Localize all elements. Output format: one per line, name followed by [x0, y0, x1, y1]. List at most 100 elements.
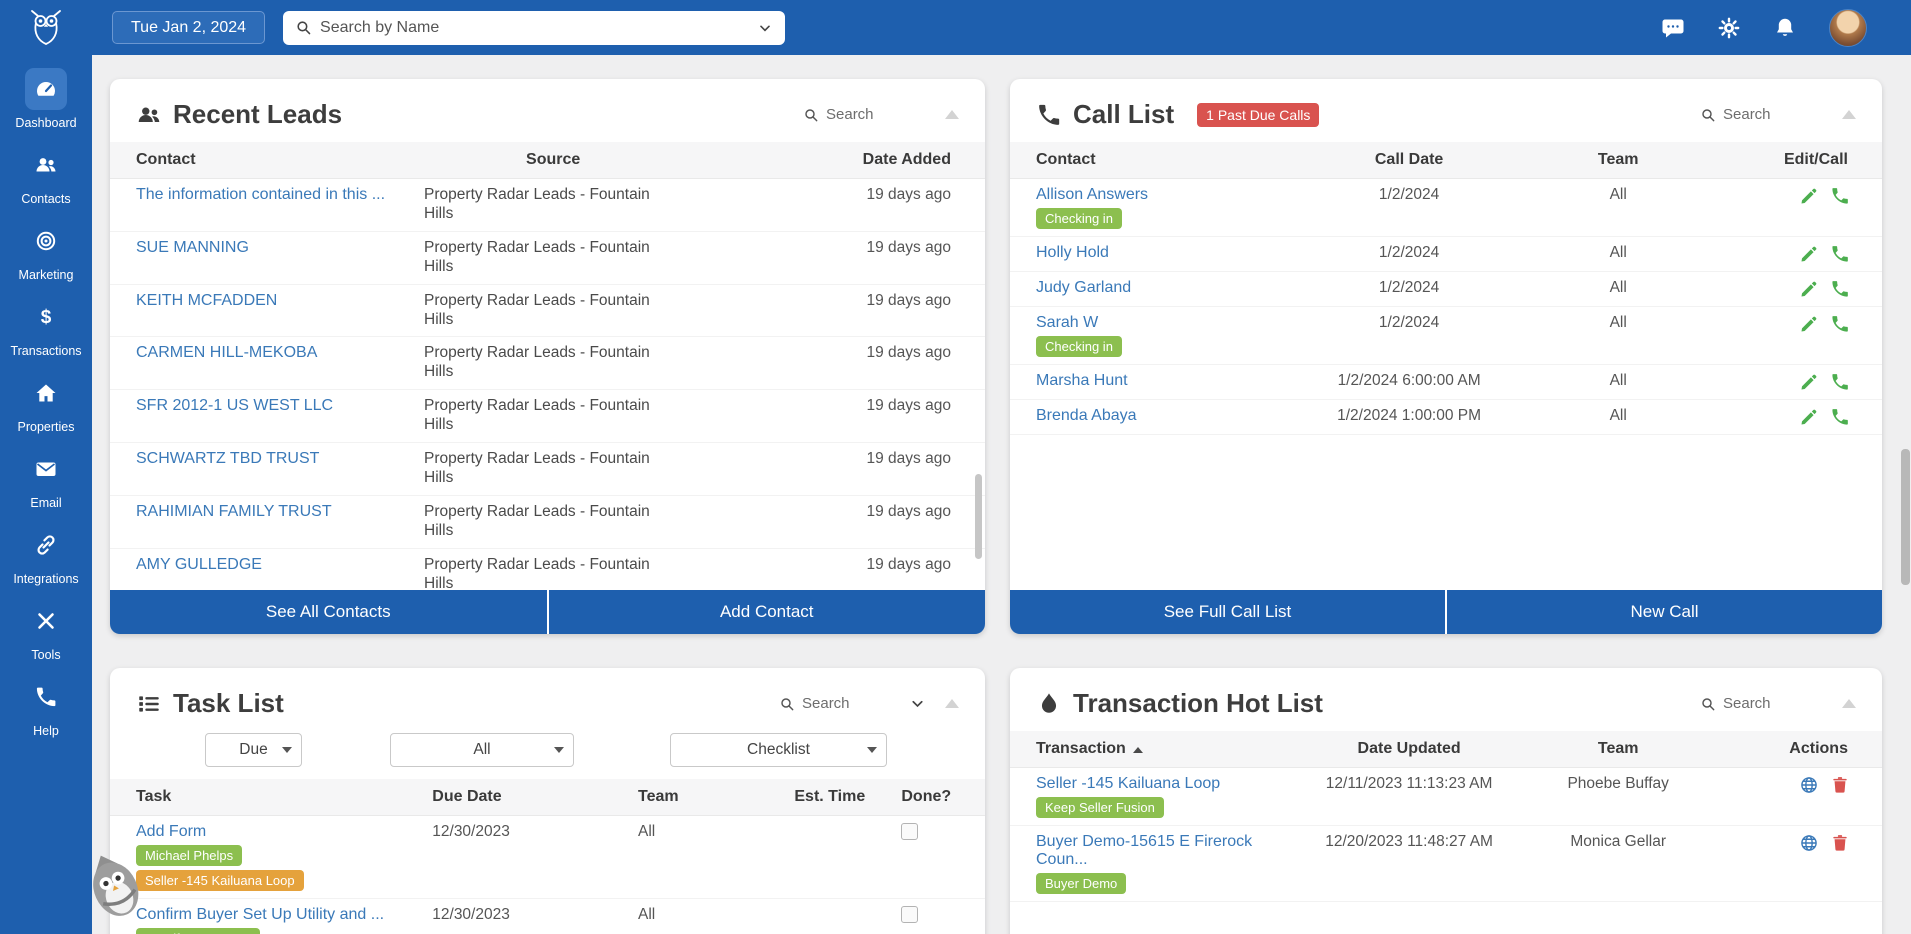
call-icon[interactable]: [1830, 372, 1850, 392]
sidebar-item-tools[interactable]: Tools: [0, 593, 92, 669]
call-list-card: Call List 1 Past Due Calls Contact Call …: [1010, 79, 1882, 634]
sidebar-item-dashboard[interactable]: Dashboard: [0, 61, 92, 137]
recent-leads-search-input[interactable]: [826, 106, 926, 123]
select-value: All: [473, 741, 491, 758]
lead-date-added: 19 days ago: [866, 344, 951, 362]
contact-link[interactable]: Judy Garland: [1036, 279, 1132, 296]
card-scrollbar[interactable]: [975, 474, 982, 559]
user-avatar[interactable]: [1829, 8, 1867, 47]
contact-link[interactable]: Brenda Abaya: [1036, 407, 1137, 424]
col-transaction[interactable]: Transaction: [1036, 740, 1307, 758]
select-value: Due: [239, 741, 268, 758]
trash-icon[interactable]: [1830, 833, 1850, 853]
date-updated: 12/20/2023 11:48:27 AM: [1325, 833, 1493, 850]
contact-link[interactable]: AMY GULLEDGE: [136, 555, 262, 573]
topbar-actions: [1661, 8, 1867, 47]
sidebar-item-transactions[interactable]: Transactions: [0, 289, 92, 365]
see-all-contacts-button[interactable]: See All Contacts: [110, 590, 547, 634]
team: All: [1609, 279, 1627, 296]
call-date: 1/2/2024: [1378, 186, 1440, 203]
call-icon[interactable]: [1830, 407, 1850, 427]
task-list-title: Task List: [136, 688, 284, 719]
scroll-top-icon[interactable]: [945, 699, 959, 708]
task-link[interactable]: Add Form: [136, 823, 207, 840]
search-icon: [295, 19, 312, 36]
trash-icon[interactable]: [1830, 775, 1850, 795]
flame-icon: [1036, 691, 1062, 717]
link-icon: [25, 524, 67, 566]
contact-link[interactable]: SUE MANNING: [136, 238, 249, 256]
due-filter-select[interactable]: Due: [205, 733, 302, 767]
contact-link[interactable]: RAHIMIAN FAMILY TRUST: [136, 502, 332, 520]
contact-link[interactable]: Sarah W: [1036, 314, 1099, 331]
scroll-top-icon[interactable]: [1842, 110, 1856, 119]
global-search-input[interactable]: [320, 18, 750, 37]
call-icon[interactable]: [1830, 279, 1850, 299]
globe-icon[interactable]: [1799, 833, 1819, 853]
settings-button[interactable]: [1717, 16, 1741, 40]
call-icon[interactable]: [1830, 244, 1850, 264]
notifications-button[interactable]: [1773, 16, 1797, 40]
task-done-checkbox[interactable]: [901, 906, 919, 923]
call-list-search-input[interactable]: [1723, 106, 1823, 123]
page-scrollbar[interactable]: [1901, 55, 1910, 934]
add-contact-button[interactable]: Add Contact: [548, 590, 985, 634]
team: All: [1609, 244, 1627, 261]
contact-link[interactable]: Marsha Hunt: [1036, 372, 1128, 389]
task-link[interactable]: Confirm Buyer Set Up Utility and ...: [136, 906, 385, 923]
contact-link[interactable]: The information contained in this ...: [136, 186, 386, 203]
contact-link[interactable]: SCHWARTZ TBD TRUST: [136, 450, 320, 468]
edit-icon[interactable]: [1799, 186, 1819, 206]
contact-link[interactable]: SFR 2012-1 US WEST LLC: [136, 397, 334, 415]
sidebar-item-integrations[interactable]: Integrations: [0, 517, 92, 593]
new-call-button[interactable]: New Call: [1447, 590, 1882, 634]
sidebar-item-label: Email: [30, 496, 62, 510]
task-list-search-input[interactable]: [802, 695, 902, 712]
checklist-filter-select[interactable]: Checklist: [670, 733, 887, 767]
sidebar-item-properties[interactable]: Properties: [0, 365, 92, 441]
edit-icon[interactable]: [1799, 244, 1819, 264]
scroll-top-icon[interactable]: [1842, 699, 1856, 708]
contact-link[interactable]: CARMEN HILL-MEKOBA: [136, 344, 318, 362]
chevron-down-icon[interactable]: [909, 695, 926, 712]
search-icon: [1700, 107, 1716, 123]
edit-icon[interactable]: [1799, 314, 1819, 334]
sidebar-item-contacts[interactable]: Contacts: [0, 137, 92, 213]
contact-link[interactable]: Allison Answers: [1036, 186, 1149, 203]
chevron-down-icon[interactable]: [757, 20, 773, 36]
sidebar-item-label: Contacts: [21, 192, 71, 206]
call-list-title: Call List 1 Past Due Calls: [1036, 99, 1320, 130]
contact-link[interactable]: KEITH MCFADDEN: [136, 291, 278, 309]
task-filters: Due All Checklist: [110, 731, 985, 779]
table-row: AMY GULLEDGE Property Radar Leads - Foun…: [110, 549, 985, 590]
global-search[interactable]: [283, 10, 786, 45]
app-logo[interactable]: [0, 8, 92, 48]
page-scrollbar-thumb[interactable]: [1901, 449, 1910, 585]
see-full-call-list-button[interactable]: See Full Call List: [1010, 590, 1445, 634]
recent-leads-body: The information contained in this ... Pr…: [110, 179, 985, 590]
team-filter-select[interactable]: All: [390, 733, 574, 767]
globe-icon[interactable]: [1799, 775, 1819, 795]
edit-icon[interactable]: [1799, 372, 1819, 392]
row-actions: [1725, 186, 1856, 206]
sidebar-item-marketing[interactable]: Marketing: [0, 213, 92, 289]
col-date-added: Date Added: [862, 151, 951, 168]
contact-link[interactable]: Holly Hold: [1036, 244, 1109, 261]
scroll-top-icon[interactable]: [945, 110, 959, 119]
lead-source: Property Radar Leads - Fountain Hills: [424, 450, 650, 486]
transaction-link[interactable]: Seller -145 Kailuana Loop: [1036, 775, 1221, 792]
table-row: Seller -145 Kailuana Loop Keep Seller Fu…: [1010, 768, 1882, 826]
call-icon[interactable]: [1830, 314, 1850, 334]
date-button[interactable]: Tue Jan 2, 2024: [112, 11, 266, 44]
sidebar-item-help[interactable]: Help: [0, 669, 92, 745]
dollar-icon: [25, 296, 67, 338]
hot-list-search-input[interactable]: [1723, 695, 1823, 712]
task-done-checkbox[interactable]: [901, 823, 919, 840]
edit-icon[interactable]: [1799, 279, 1819, 299]
edit-icon[interactable]: [1799, 407, 1819, 427]
sidebar-item-email[interactable]: Email: [0, 441, 92, 517]
chat-button[interactable]: [1661, 16, 1685, 40]
transaction-link[interactable]: Buyer Demo-15615 E Firerock Coun...: [1036, 833, 1253, 868]
transaction-hot-list-card: Transaction Hot List Transaction Date Up…: [1010, 668, 1882, 934]
call-icon[interactable]: [1830, 186, 1850, 206]
